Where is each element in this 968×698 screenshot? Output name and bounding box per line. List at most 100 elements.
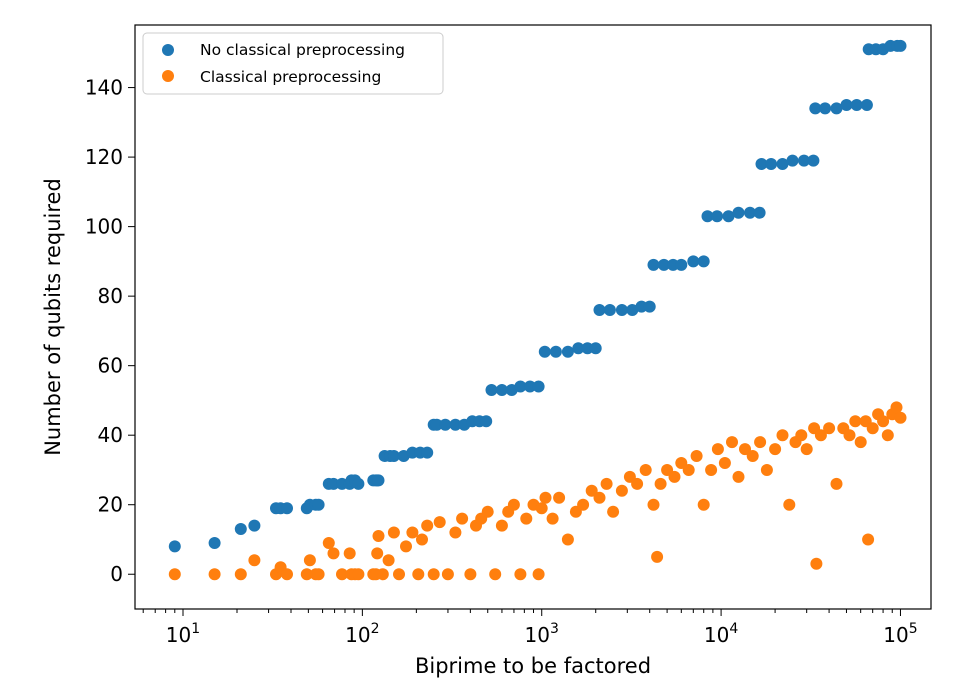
data-point [376,568,389,581]
data-point [760,464,773,476]
data-point [814,429,827,442]
x-tick-label: 101 [166,621,200,647]
data-point [421,446,434,459]
data-point [441,568,454,581]
data-point [840,99,853,111]
data-point [281,568,293,581]
data-point [393,568,405,581]
data-point [248,554,261,567]
legend-marker-no-classical-preprocessing [162,44,174,56]
data-point [810,557,823,570]
data-point [807,154,820,167]
data-point [168,568,181,581]
data-point [732,206,745,219]
data-point [427,568,440,581]
data-point [726,436,738,449]
data-point [830,477,843,490]
legend-label-no-classical-preprocessing: No classical preprocessing [200,41,405,59]
data-point [480,415,493,428]
data-point [600,477,613,490]
data-point [877,415,890,428]
data-point [439,418,452,431]
data-point [352,568,365,581]
y-axis-label: Number of qubits required [41,178,65,456]
data-point [643,300,656,313]
plot-frame [134,24,932,610]
data-point [755,158,768,170]
data-point [464,568,477,581]
data-point [668,470,681,483]
data-point [312,498,325,511]
data-point [823,422,836,435]
data-point [754,436,767,449]
data-point [322,537,335,549]
data-point [682,464,695,476]
data-point [732,470,745,483]
data-point [382,554,395,567]
data-point [387,450,400,462]
data-point [687,255,700,268]
data-point [776,429,789,442]
data-point [208,568,221,581]
data-point [881,429,894,442]
x-tick-label: 103 [525,621,559,647]
data-point [514,380,527,393]
data-point [830,102,843,115]
data-point [894,39,907,52]
data-point [372,474,385,487]
data-point [647,258,660,271]
data-point [615,484,628,497]
data-point [819,102,832,115]
data-point [248,519,261,532]
x-axis-ticks: 101 102 103 104 105 [142,609,918,647]
legend-box [142,32,444,95]
data-point [626,304,639,316]
legend-label-classical-preprocessing: Classical preprocessing [200,68,381,86]
data-point [234,568,247,581]
data-point [485,384,498,396]
data-point [372,530,385,542]
data-point [711,443,724,456]
data-point [850,99,863,111]
y-tick-label: 40 [98,423,123,447]
data-point [538,345,551,358]
data-point [854,436,867,449]
data-point [546,512,559,525]
data-point [300,568,313,581]
data-point [647,498,660,511]
data-point [589,342,602,355]
data-point [532,568,545,581]
data-point [843,429,856,442]
legend-marker-classical-preprocessing [162,70,174,82]
data-point [849,415,862,428]
data-point [593,304,606,316]
data-point [327,547,340,560]
data-point [631,477,644,490]
data-point [539,491,552,504]
data-point [722,210,735,223]
data-point [739,443,751,456]
data-point [890,401,903,414]
data-point [701,210,714,223]
data-point [535,502,548,515]
data-point [489,568,502,581]
data-point [635,300,648,313]
data-point [495,384,508,396]
data-point [581,342,594,355]
data-point [416,533,428,546]
data-points [168,39,907,581]
data-point [312,568,325,581]
data-point [615,304,628,316]
data-point [607,505,620,518]
data-point [553,491,566,504]
data-point [421,519,434,532]
data-point [430,418,443,431]
data-point [800,443,813,456]
data-point [753,206,766,219]
data-point [327,477,340,490]
data-point [168,540,181,553]
data-point [406,526,419,539]
data-point [657,258,670,271]
x-tick-label: 104 [704,621,738,647]
